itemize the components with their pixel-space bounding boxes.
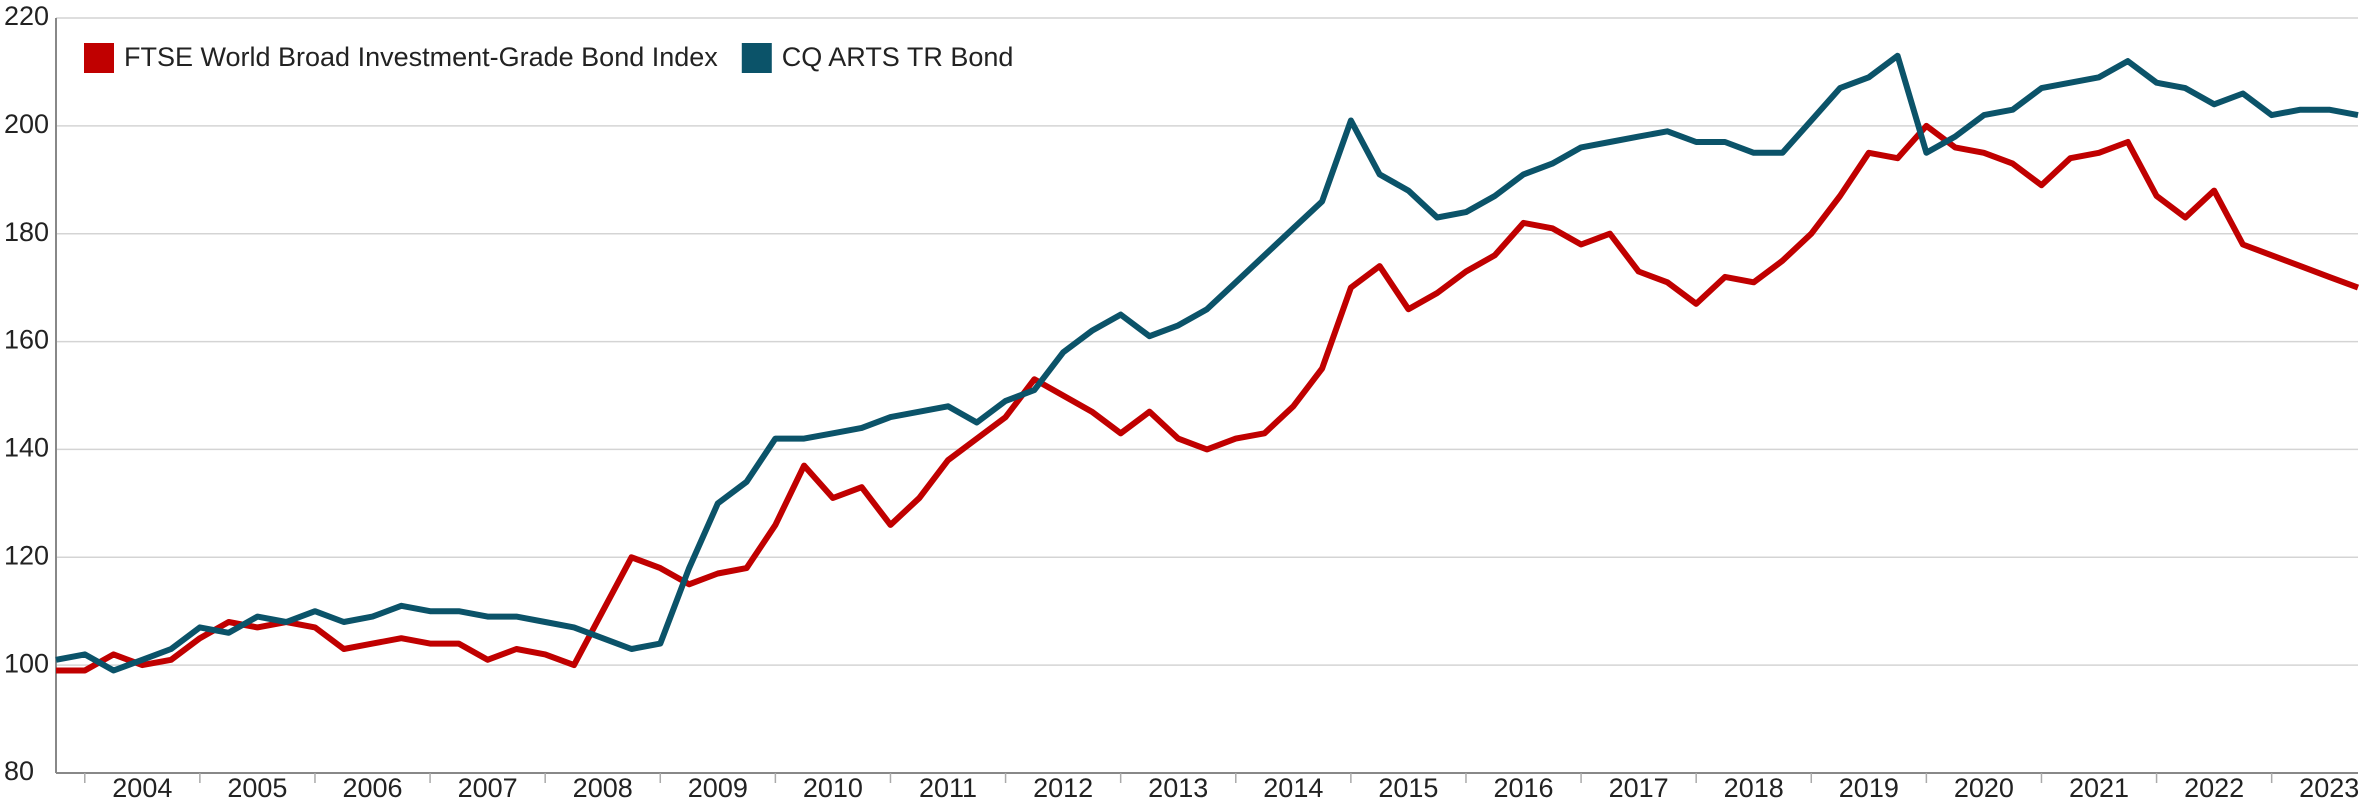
x-tick-label: 2010 [803,773,863,800]
x-tick-label: 2020 [1954,773,2014,800]
x-tick-label: 2012 [1033,773,1093,800]
x-tick-label: 2006 [342,773,402,800]
series-line [55,52,2359,674]
x-tick-label: 2023 [2299,773,2359,800]
x-tick-label: 2022 [2184,773,2244,800]
x-tick-label: 2015 [1378,773,1438,800]
x-tick-label: 2021 [2069,773,2129,800]
x-tick-label: 2009 [688,773,748,800]
legend-swatch [84,43,114,73]
y-tick-label: 100 [4,648,49,678]
x-tick-label: 2016 [1493,773,1553,800]
legend-label: FTSE World Broad Investment-Grade Bond I… [124,42,718,72]
x-tick-label: 2018 [1724,773,1784,800]
y-tick-label: 200 [4,109,49,139]
x-tick-label: 2005 [227,773,287,800]
y-tick-label: 80 [4,756,34,786]
x-tick-label: 2017 [1609,773,1669,800]
x-tick-label: 2013 [1148,773,1208,800]
y-tick-label: 180 [4,217,49,247]
x-tick-label: 2007 [458,773,518,800]
x-tick-label: 2011 [919,773,977,800]
x-tick-label: 2014 [1263,773,1323,800]
y-tick-label: 140 [4,433,49,463]
legend-swatch [741,43,772,73]
x-tick-label: 2019 [1839,773,1899,800]
x-tick-label: 2004 [112,773,172,800]
y-tick-label: 120 [4,540,49,570]
y-tick-label: 160 [4,325,49,355]
series-line [56,122,2360,674]
y-tick-label: 220 [4,1,49,31]
legend-label: CQ ARTS TR Bond [782,42,1014,72]
x-tick-label: 2008 [573,773,633,800]
